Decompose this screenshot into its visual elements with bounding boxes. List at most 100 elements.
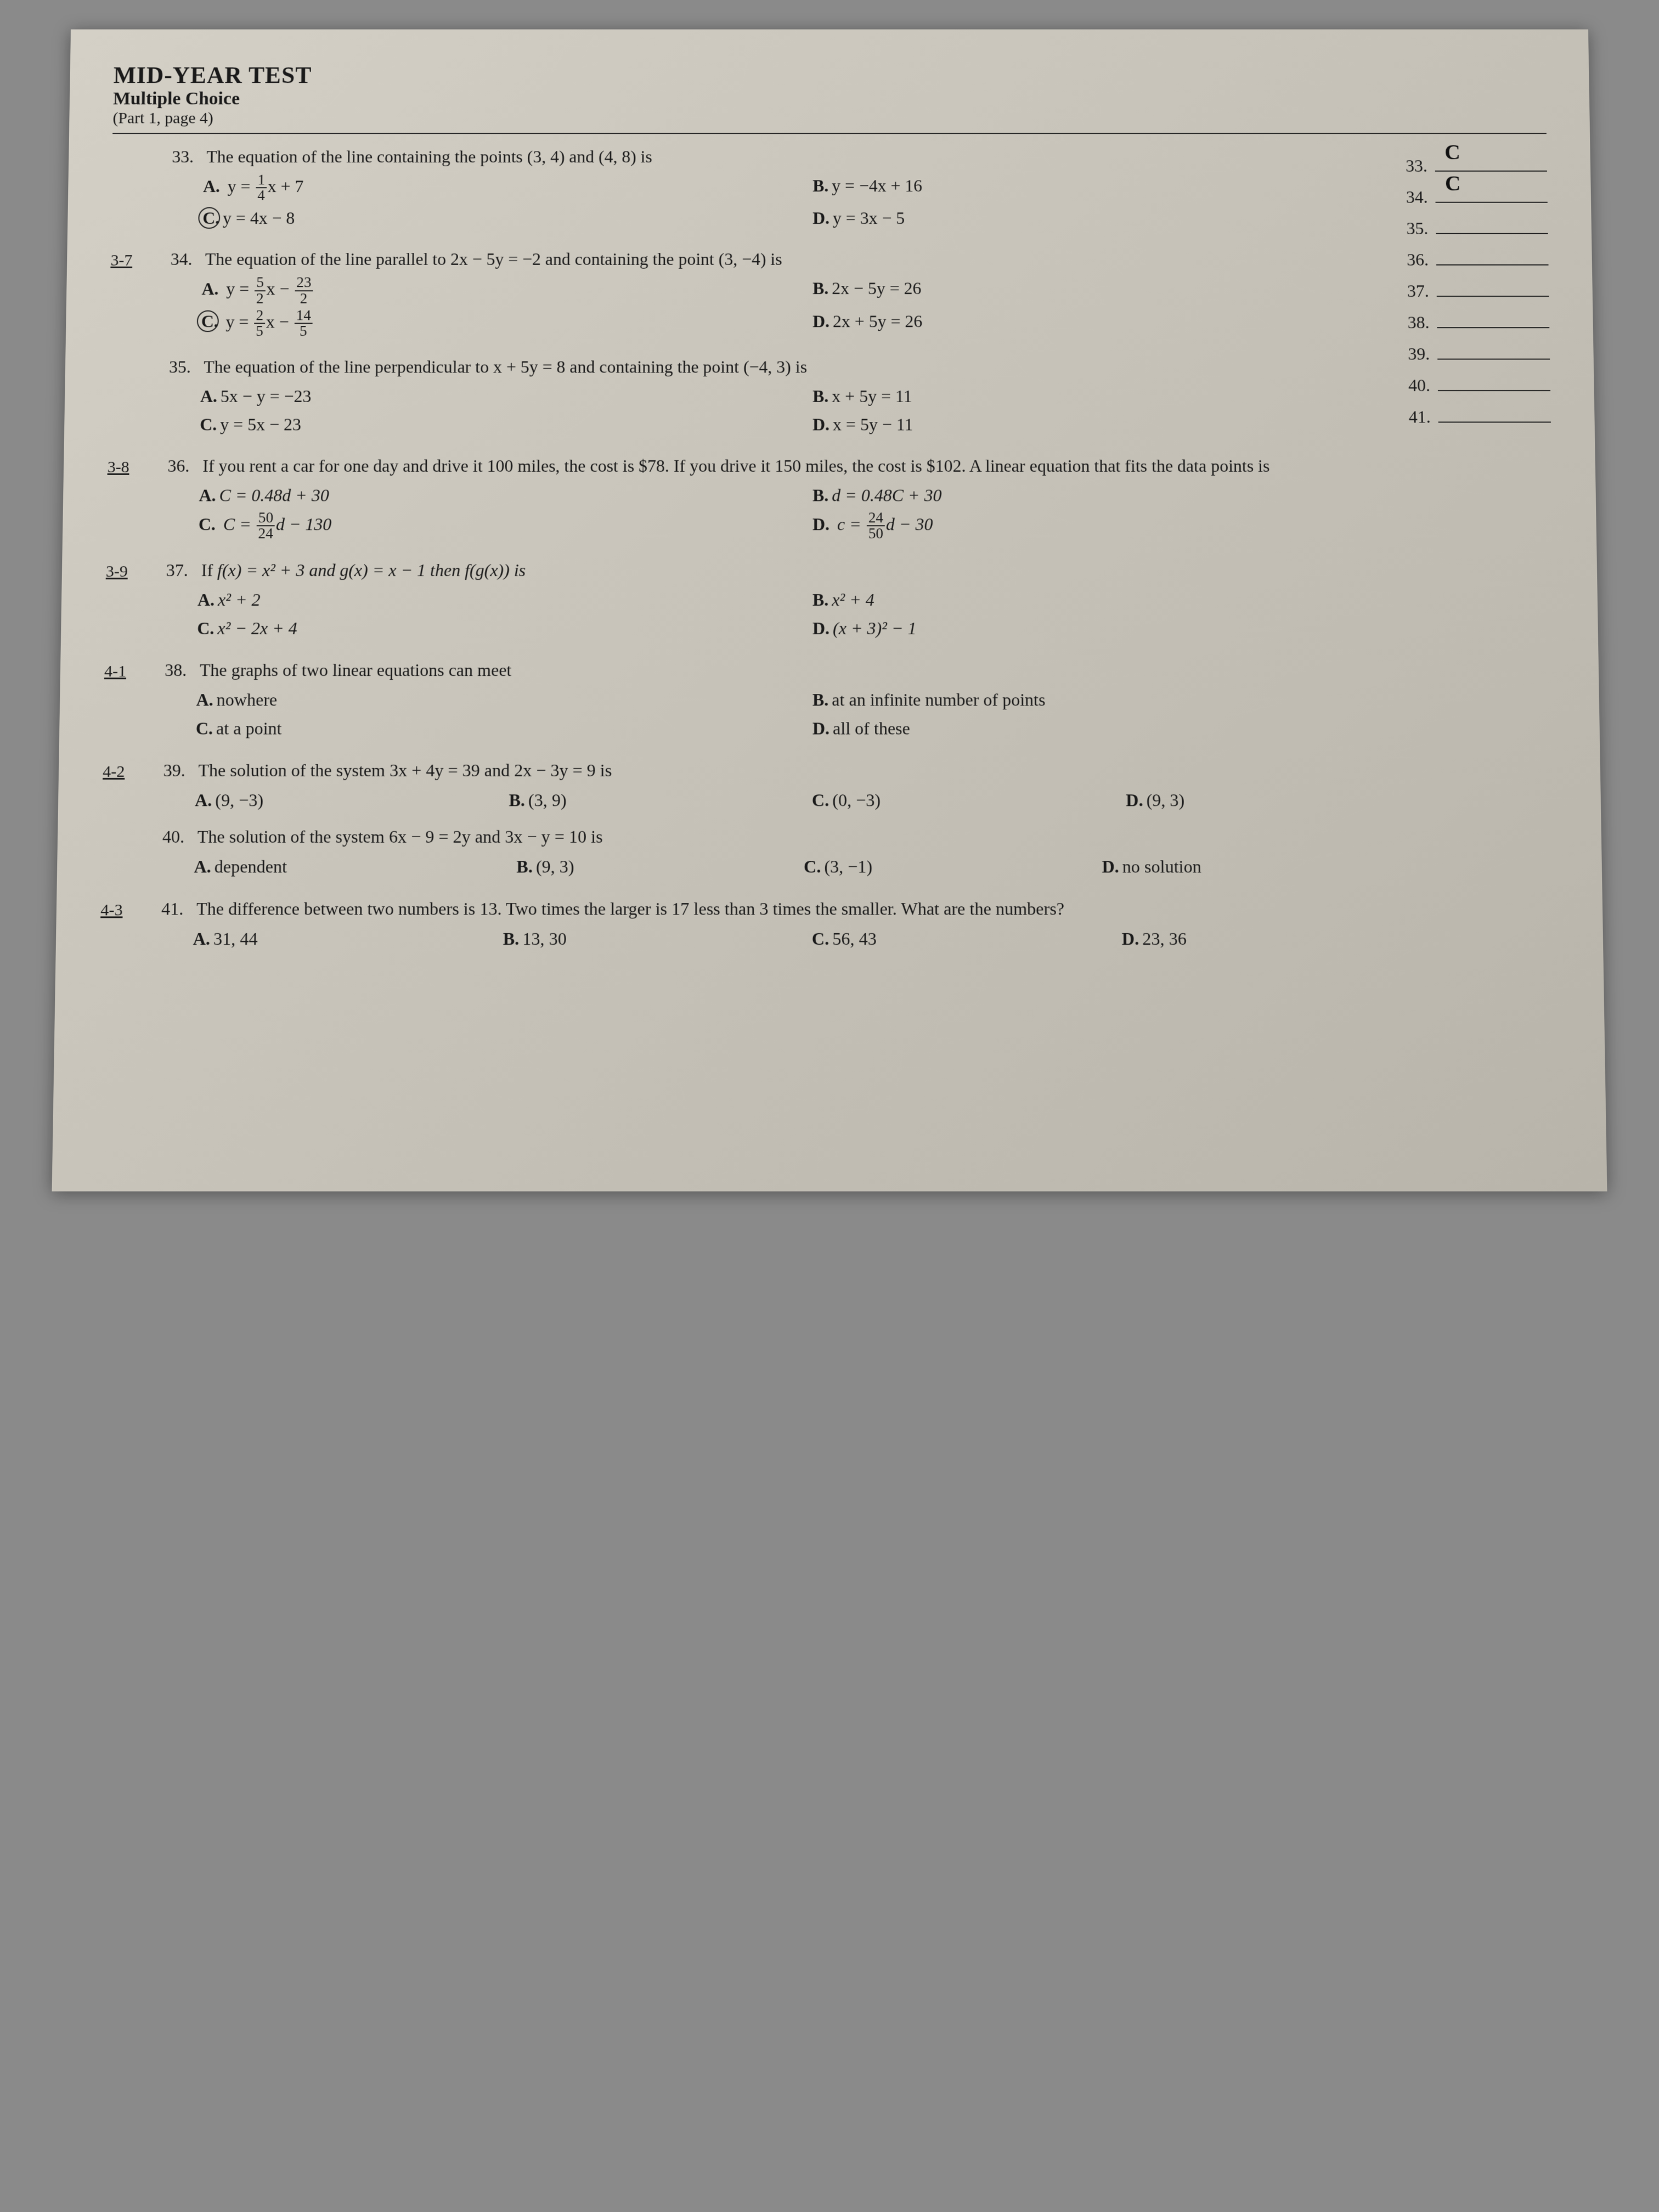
question-body: 39. The solution of the system 3x + 4y =… [162,757,1398,879]
choice-d: D.2x + 5y = 26 [812,308,1391,339]
question-stem: If you rent a car for one day and drive … [202,456,1269,476]
choice-letter: D. [1102,856,1119,876]
question-number: 37. [166,557,198,583]
choice-b: B.x + 5y = 11 [812,383,1392,409]
choice-text-pre: y = [228,176,255,195]
choice-b: B.x² + 4 [812,586,1395,613]
section-ref [108,354,170,438]
fraction: 5024 [256,511,275,541]
answer-line-35: 35. [1406,217,1548,238]
question-text: 35. The equation of the line perpendicul… [169,354,1392,380]
question-41: 4-3 41. The difference between two numbe… [100,895,1398,952]
choice-text: x² + 2 [218,590,261,610]
choice-letter-circled: C. [201,312,218,331]
answer-line-34: 34. C [1406,185,1548,207]
choice-text: x² + 4 [832,590,874,610]
choice-letter: D. [812,415,830,435]
answer-number: 38. [1407,313,1429,333]
choice-letter: A. [194,856,211,876]
choice-d: D.(9, 3) [1126,787,1397,813]
answer-blank[interactable] [1436,248,1549,266]
choice-text: x + 5y = 11 [832,386,912,406]
choice-letter: A. [201,279,218,298]
choice-letter: B. [509,790,525,810]
answer-blank[interactable] [1436,279,1549,297]
choice-text: C = 0.48d + 30 [219,486,329,505]
question-stem: The equation of the line perpendicular t… [204,357,807,377]
answer-blank[interactable] [1437,311,1549,329]
choice-text: 5x − y = −23 [221,386,312,406]
choice-letter: A. [203,176,220,195]
choice-c: C.x² − 2x + 4 [197,615,780,641]
answer-column: 33. C 34. C 35. 36. 37. 38. [1406,144,1560,968]
answer-blank[interactable]: C [1435,154,1547,171]
test-subtitle: Multiple Choice [113,89,1546,109]
choice-d: D.23, 36 [1122,925,1399,952]
choice-letter: C. [812,790,829,810]
choice-letter: D. [1122,928,1139,948]
choice-grid: A.(9, −3) B.(3, 9) C.(0, −3) D.(9, 3) [163,787,1397,813]
question-stem: f(x) = x² + 3 and g(x) = x − 1 then f(g(… [217,560,526,580]
answer-number: 39. [1408,344,1430,364]
answer-line-39: 39. [1408,342,1550,364]
question-34: 3-7 34. The equation of the line paralle… [109,246,1391,338]
choice-letter: D. [812,311,830,331]
answer-blank[interactable]: C [1435,185,1548,202]
answer-blank[interactable] [1436,217,1548,234]
choice-letter: A. [193,928,211,948]
choice-letter: A. [199,486,216,505]
choice-d: D.all of these [812,715,1396,741]
choice-c: C.(3, −1) [804,853,1069,880]
question-body: 33. The equation of the line containing … [171,144,1390,231]
fraction: 145 [294,308,313,339]
answer-blank[interactable] [1438,405,1551,423]
fraction: 14 [256,173,267,203]
choice-grid: A.31, 44 B.13, 30 C.56, 43 D.23, 36 [161,925,1399,952]
question-number: 38. [165,657,196,683]
choice-text: 2x − 5y = 26 [832,279,921,298]
choice-grid: A.x² + 2 B.x² + 4 C.x² − 2x + 4 D.(x + 3… [165,586,1395,641]
choice-letter: D. [812,514,830,534]
question-36: 3-8 36. If you rent a car for one day an… [106,453,1394,541]
question-body: 41. The difference between two numbers i… [161,895,1399,952]
choice-grid: A.nowhere B.at an infinite number of poi… [163,686,1396,741]
choice-text: nowhere [217,690,278,709]
fraction: 2450 [867,511,885,541]
choice-a: A.31, 44 [193,925,470,952]
choice-text: y = 5x − 23 [220,415,301,435]
question-text: 38. The graphs of two linear equations c… [165,657,1396,683]
choice-a: A.dependent [194,853,483,880]
choice-letter: C. [804,856,821,876]
choice-d: D.x = 5y − 11 [812,411,1392,438]
question-text: 36. If you rent a car for one day and dr… [167,453,1393,479]
choice-letter: B. [812,690,828,709]
choice-letter: D. [1126,790,1143,810]
answer-blank[interactable] [1437,342,1550,360]
choice-a: A. y = 52x − 232 [201,275,780,306]
choice-text: x = 5y − 11 [833,415,913,435]
choice-grid: A. y = 52x − 232 B.2x − 5y = 26 C. y = 2… [170,275,1391,338]
choice-letter: B. [812,279,828,298]
answer-line-40: 40. [1408,374,1550,396]
question-body: 38. The graphs of two linear equations c… [163,657,1396,742]
choice-letter: B. [812,486,828,505]
part-line: (Part 1, page 4) [112,109,1546,127]
choice-grid: A.C = 0.48d + 30 B.d = 0.48C + 30 C. C =… [167,482,1394,541]
answer-line-33: 33. C [1406,154,1547,176]
choice-text: 2x + 5y = 26 [833,311,922,331]
choice-b: B.(3, 9) [509,787,778,813]
choice-grid: A.dependent B.(9, 3) C.(3, −1) D.no solu… [162,853,1398,880]
section-ref: 3-9 [105,557,166,641]
question-33: 33. The equation of the line containing … [111,144,1390,231]
choice-c: C.(0, −3) [812,787,1093,813]
question-35: 35. The equation of the line perpendicul… [108,354,1393,438]
fraction: 232 [295,275,313,306]
answer-blank[interactable] [1438,374,1550,391]
question-number: 41. [161,895,193,922]
section-ref: 4-3 [100,895,161,952]
question-number: 33. [172,144,202,170]
question-stem: The solution of the system 3x + 4y = 39 … [198,760,612,780]
section-ref [111,144,172,231]
choice-text: at a point [216,718,282,738]
answer-number: 36. [1407,250,1429,269]
